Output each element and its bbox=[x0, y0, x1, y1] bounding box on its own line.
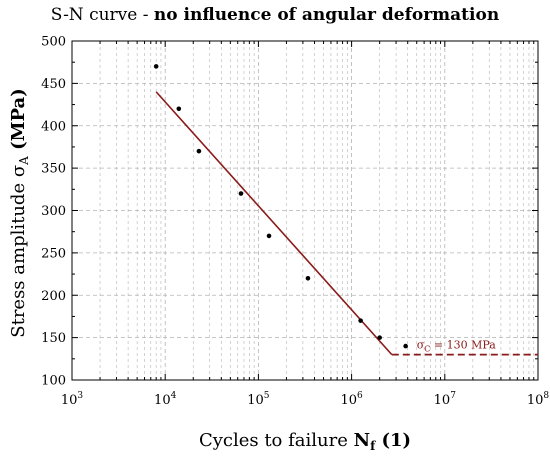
x-axis-label: Cycles to failure Nf (1) bbox=[199, 430, 411, 453]
chart-title-bold: no influence of angular deformation bbox=[154, 5, 499, 25]
y-axis-label-sub: A bbox=[17, 156, 31, 166]
y-tick-label: 350 bbox=[41, 162, 66, 177]
y-tick-label: 200 bbox=[41, 289, 66, 304]
x-tick-label: 107 bbox=[434, 391, 457, 408]
y-axis-label-bold: (MPa) bbox=[8, 88, 29, 156]
x-axis-label-plain: Cycles to failure bbox=[199, 430, 354, 451]
x-axis-label-sub: f bbox=[370, 439, 376, 453]
x-tick-label: 104 bbox=[154, 391, 177, 408]
data-point bbox=[153, 64, 159, 69]
data-point bbox=[238, 191, 244, 196]
endurance-limit-label: σC = 130 MPa bbox=[417, 339, 497, 354]
chart-title: S-N curve - no influence of angular defo… bbox=[51, 5, 499, 25]
x-tick-label: 103 bbox=[61, 391, 84, 408]
data-point bbox=[403, 343, 408, 349]
y-tick-label: 100 bbox=[41, 374, 66, 389]
y-tick-label: 400 bbox=[41, 119, 66, 134]
y-tick-labels: 100 150 200 250 300 350 400 450 500 bbox=[41, 35, 66, 389]
series bbox=[155, 91, 538, 356]
x-tick-label: 106 bbox=[340, 391, 363, 408]
data-point bbox=[377, 335, 382, 340]
chart-title-plain: S-N curve - bbox=[51, 5, 154, 25]
x-tick-labels: 103 104 105 106 107 108 bbox=[61, 391, 550, 408]
endurance-limit-text: = 130 MPa bbox=[430, 339, 496, 352]
endurance-limit-sigma: σ bbox=[417, 339, 425, 352]
y-axis-label-plain: Stress amplitude σ bbox=[8, 165, 29, 338]
sn-fit-line bbox=[155, 91, 393, 356]
x-axis-label-var: N bbox=[354, 430, 370, 451]
data-point bbox=[176, 106, 182, 112]
data-point bbox=[305, 276, 311, 281]
data-point bbox=[196, 148, 202, 154]
x-tick-label: 108 bbox=[527, 391, 550, 408]
y-tick-label: 450 bbox=[41, 77, 66, 92]
data-point bbox=[358, 318, 363, 323]
y-tick-label: 500 bbox=[41, 35, 66, 50]
y-tick-label: 250 bbox=[41, 246, 66, 261]
data-points bbox=[153, 64, 408, 349]
y-tick-label: 150 bbox=[41, 331, 66, 346]
x-tick-label: 105 bbox=[247, 391, 270, 408]
x-axis-label-suffix: (1) bbox=[375, 430, 411, 451]
y-axis-label: Stress amplitude σA (MPa) bbox=[8, 88, 31, 338]
axis-ticks bbox=[71, 40, 539, 381]
data-point bbox=[266, 233, 272, 239]
endurance-limit-sub: C bbox=[424, 345, 430, 354]
y-tick-label: 300 bbox=[41, 204, 66, 219]
grid bbox=[72, 41, 538, 380]
